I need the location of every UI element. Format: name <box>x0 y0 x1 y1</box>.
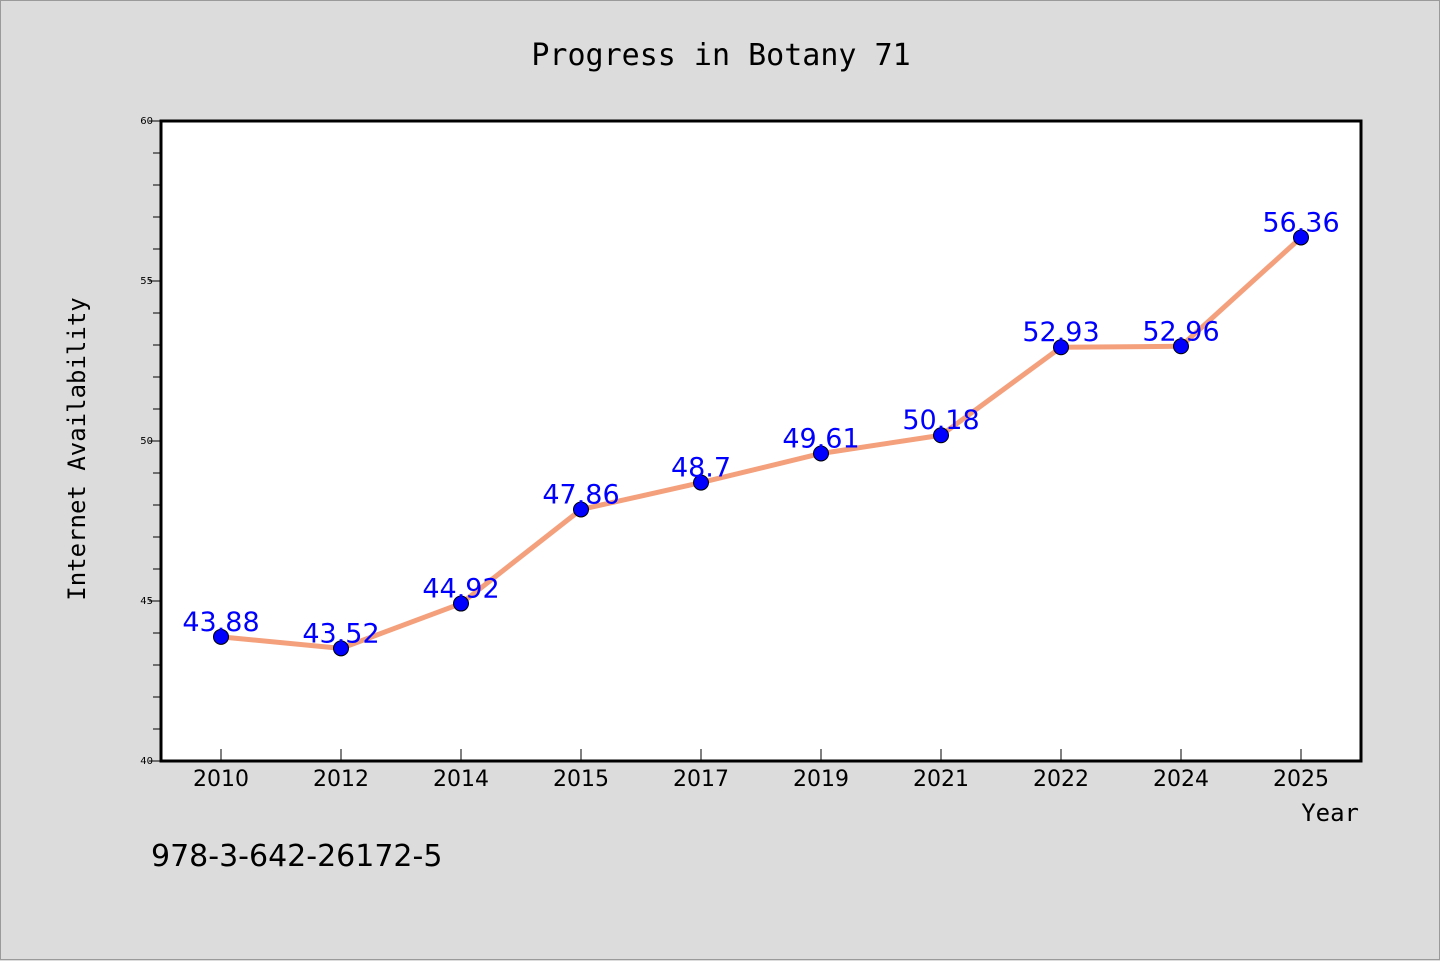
x-tick-label: 2015 <box>553 767 609 792</box>
plot-area <box>159 119 1363 763</box>
y-tick-label: 40 <box>140 756 153 767</box>
data-point <box>693 474 709 491</box>
data-label: 52.96 <box>1142 316 1219 347</box>
data-point <box>813 445 829 462</box>
data-label: 44.92 <box>422 574 499 605</box>
series-line <box>218 234 1304 651</box>
x-tick-label: 2025 <box>1273 767 1329 792</box>
y-tick-label: 60 <box>140 116 153 127</box>
data-label: 56.36 <box>1262 207 1339 238</box>
x-tick-label: 2022 <box>1033 767 1089 792</box>
x-tick-label: 2024 <box>1153 767 1209 792</box>
y-tick-label: 50 <box>140 436 153 447</box>
x-axis: 2010 2012 2014 2015 2017 2019 2021 2022 2024 2025 <box>193 749 1329 792</box>
x-tick-label: 2017 <box>673 767 729 792</box>
data-label: 50.18 <box>902 405 979 436</box>
data-label: 52.93 <box>1022 317 1099 348</box>
data-point <box>453 595 469 612</box>
data-point <box>1293 229 1309 246</box>
data-label: 48.7 <box>671 453 731 484</box>
data-point <box>1173 338 1189 355</box>
x-tick-label: 2010 <box>193 767 249 792</box>
data-point <box>933 427 949 444</box>
x-tick-label: 2012 <box>313 767 369 792</box>
data-point <box>213 628 229 645</box>
y-tick-label: 45 <box>140 596 153 607</box>
data-point <box>1053 339 1069 356</box>
chart-title: Progress in Botany 71 <box>531 38 910 73</box>
data-label: 49.61 <box>782 423 859 454</box>
data-label: 43.88 <box>182 607 259 638</box>
x-tick-label: 2021 <box>913 767 969 792</box>
x-tick-label: 2014 <box>433 767 489 792</box>
data-label: 43.52 <box>302 618 379 649</box>
data-point <box>573 501 589 518</box>
y-axis-label: Internet Availability <box>63 297 91 600</box>
data-label: 47.86 <box>542 479 619 510</box>
data-series: 43.88 43.52 44.92 47.86 48.7 49.61 50.18 52.93 5… <box>182 207 1340 657</box>
isbn-text: 978-3-642-26172-5 <box>151 839 442 874</box>
y-tick-label: 55 <box>140 276 153 287</box>
data-point <box>333 640 349 657</box>
x-tick-label: 2019 <box>793 767 849 792</box>
y-axis: 40 45 50 55 60 <box>140 116 161 767</box>
x-axis-label: Year <box>1301 799 1359 827</box>
